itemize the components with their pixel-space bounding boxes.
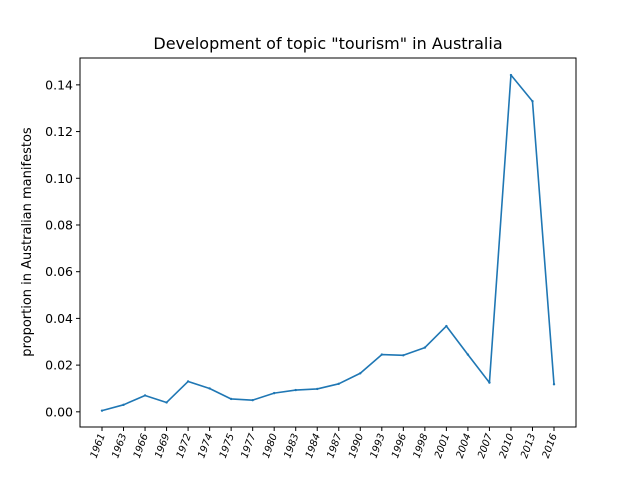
data-point [552, 383, 556, 386]
data-point [337, 382, 340, 385]
data-point [272, 391, 276, 395]
x-tick-label: 1993 [369, 432, 388, 460]
y-tick-label: 0.08 [45, 217, 73, 232]
data-point [402, 354, 405, 357]
data-point [509, 73, 513, 77]
data-point [445, 324, 448, 328]
x-tick-label: 1984 [304, 432, 323, 460]
x-tick-label: 1966 [132, 432, 151, 460]
y-tick-label: 0.14 [45, 77, 73, 92]
x-tick-label: 1977 [239, 432, 258, 460]
data-point [251, 398, 254, 402]
x-tick-label: 1980 [261, 432, 280, 460]
data-point [122, 403, 125, 407]
series-line [101, 74, 555, 412]
data-point [423, 346, 427, 349]
x-tick-label: 1990 [347, 432, 366, 460]
data-point [531, 100, 534, 103]
data-point [100, 409, 104, 412]
x-tick-label: 1972 [175, 432, 194, 460]
data-layer [100, 73, 556, 412]
data-point [165, 401, 168, 404]
x-tick-label: 1987 [326, 432, 345, 460]
x-tick-label: 2010 [498, 432, 517, 460]
data-point [359, 372, 362, 375]
y-tick-label: 0.00 [45, 404, 73, 419]
x-tick-label: 1963 [110, 432, 129, 460]
y-tick-label: 0.12 [45, 124, 73, 139]
data-point [186, 380, 190, 383]
data-point [488, 381, 491, 384]
y-tick-label: 0.06 [45, 264, 73, 279]
y-tick-label: 0.02 [45, 358, 73, 373]
x-tick-label: 2016 [541, 432, 560, 460]
y-tick-label: 0.04 [45, 311, 73, 326]
data-point [229, 397, 233, 401]
axes: 0.00 0.02 0.04 0.06 0.08 0.10 0.12 0.14 1961 1963… [45, 77, 560, 460]
x-tick-label: 1998 [412, 432, 431, 460]
x-tick-label: 2001 [433, 432, 452, 460]
data-point [294, 388, 297, 392]
x-tick-label: 2013 [519, 432, 538, 460]
x-tick-label: 1975 [218, 432, 237, 460]
data-point [143, 394, 147, 397]
x-tick-label: 2007 [476, 432, 495, 460]
y-tick-label: 0.10 [45, 171, 73, 186]
y-axis-label: proportion in Australian manifestos [20, 127, 35, 357]
x-tick-label: 1969 [153, 432, 172, 460]
x-tick-label: 1974 [196, 432, 215, 460]
data-point [380, 353, 384, 356]
chart-title: Development of topic "tourism" in Austra… [153, 34, 502, 53]
data-point [316, 387, 319, 391]
x-tick-label: 1983 [282, 432, 301, 460]
plot-frame [79, 57, 577, 428]
data-point [466, 353, 470, 356]
x-tick-label: 2004 [455, 432, 474, 460]
data-point [208, 387, 211, 390]
x-tick-label: 1961 [89, 432, 108, 460]
x-tick-label: 1996 [390, 432, 409, 460]
